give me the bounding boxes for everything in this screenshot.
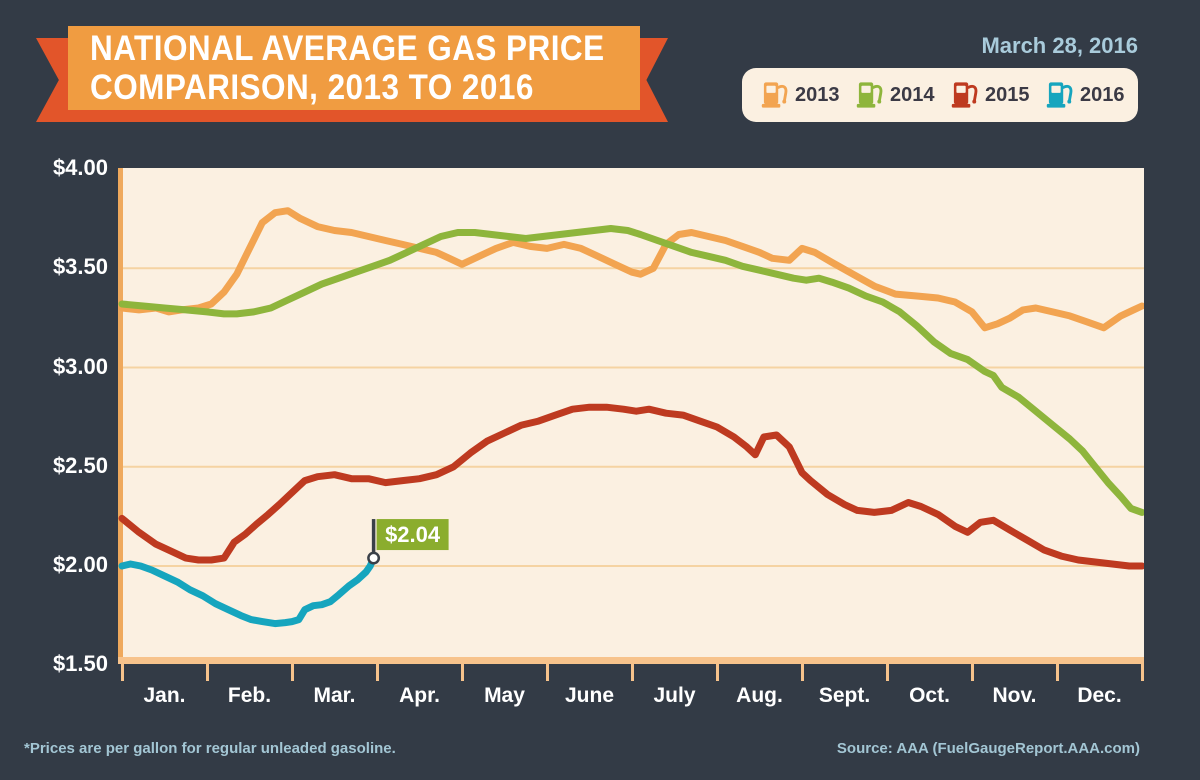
x-axis-line	[118, 657, 1144, 664]
x-axis-tick-label: Dec.	[1077, 684, 1122, 707]
x-axis-tick-label: Sept.	[818, 684, 871, 707]
x-axis-tick	[716, 664, 719, 681]
series-line-2013	[118, 207, 1144, 332]
footnote: *Prices are per gallon for regular unlea…	[24, 740, 396, 757]
gas-pump-icon	[951, 82, 978, 108]
x-axis-tick	[121, 664, 124, 681]
legend-item-2016: 2016	[1043, 79, 1138, 111]
series-line-2015	[118, 403, 1144, 570]
x-axis-tick	[461, 664, 464, 681]
page-title-line2: COMPARISON, 2013 TO 2016	[90, 68, 534, 107]
x-axis-tick-label: June	[564, 684, 614, 707]
page-title-line1: NATIONAL AVERAGE GAS PRICE	[90, 29, 605, 68]
x-axis-tick-label: Mar.	[313, 684, 356, 707]
legend-year-label: 2013	[795, 83, 840, 106]
legend-year-label: 2016	[1080, 83, 1125, 106]
gas-pump-icon	[856, 82, 883, 108]
legend: 2013 2014 2015 2016	[742, 68, 1138, 122]
y-axis-tick-label: $2.50	[52, 452, 108, 478]
gas-pump-icon	[1046, 82, 1073, 108]
data-point-marker-icon	[367, 551, 381, 565]
line-chart: $2.04	[118, 207, 1144, 628]
x-axis-tick	[376, 664, 379, 681]
y-axis-tick-label: $4.00	[52, 155, 108, 180]
x-axis-tick	[206, 664, 209, 681]
x-axis-tick-label: Nov.	[992, 684, 1037, 707]
series-line-2014	[118, 225, 1144, 516]
x-axis-tick-label: Aug.	[736, 684, 783, 707]
series-line-2016	[118, 554, 378, 628]
title-banner: NATIONAL AVERAGE GAS PRICE COMPARISON, 2…	[68, 26, 640, 110]
gas-pump-icon	[761, 82, 788, 108]
legend-item-2013: 2013	[758, 79, 853, 111]
x-axis-tick-label: Apr.	[399, 684, 440, 707]
y-axis-line	[118, 168, 123, 664]
x-axis-tick-label: Feb.	[227, 684, 272, 707]
y-axis-tick-label: $1.50	[52, 651, 108, 677]
legend-year-label: 2015	[985, 83, 1030, 106]
price-flag-label: $2.04	[385, 522, 441, 547]
y-axis-tick-label: $2.00	[52, 552, 108, 577]
x-axis-tick	[1141, 664, 1144, 681]
y-axis-tick-label: $3.50	[52, 254, 108, 280]
x-axis-tick	[546, 664, 549, 681]
x-axis-tick	[291, 664, 294, 681]
legend-item-2014: 2014	[853, 79, 948, 111]
x-axis-tick-label: July	[653, 684, 696, 707]
x-axis-tick-label: Oct.	[909, 684, 950, 707]
x-axis-tick-label: May	[484, 684, 525, 707]
legend-item-2015: 2015	[948, 79, 1043, 111]
plot-area: $2.04	[118, 168, 1144, 664]
x-axis-tick	[801, 664, 804, 681]
source-credit: Source: AAA (FuelGaugeReport.AAA.com)	[836, 740, 1140, 757]
y-axis-tick-label: $3.00	[52, 353, 108, 379]
x-axis-tick	[1056, 664, 1059, 681]
x-axis-tick	[631, 664, 634, 681]
x-axis-tick-label: Jan.	[143, 684, 186, 707]
x-axis-tick	[886, 664, 889, 681]
price-flag	[376, 519, 449, 551]
x-axis-tick	[971, 664, 974, 681]
legend-year-label: 2014	[890, 83, 935, 106]
report-date: March 28, 2016	[981, 33, 1138, 58]
